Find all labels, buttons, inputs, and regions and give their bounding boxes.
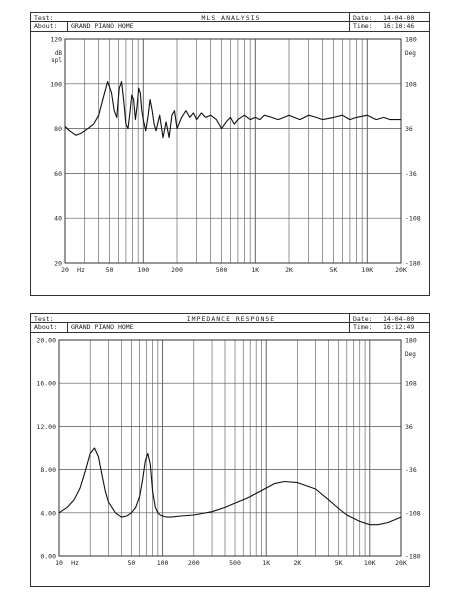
date-label: Date:: [353, 315, 373, 323]
about-label: About:: [34, 22, 58, 30]
y2-tick-label: 108: [405, 380, 417, 388]
y-tick-label: 16.00: [36, 380, 56, 388]
x-tick-label: 500: [229, 559, 241, 567]
impedance-header: Test: About: GRAND PIANO HOME IMPEDANCE …: [31, 314, 429, 333]
y-tick-label: 40: [54, 215, 62, 223]
x-tick-label: 10K: [361, 266, 373, 274]
x-tick-label: 2K: [293, 559, 301, 567]
mls-analysis-panel: Test: About: GRAND PIANO HOME MLS ANALYS…: [30, 12, 430, 296]
y-tick-label: 4.00: [40, 509, 56, 517]
x-tick-label: 100: [157, 559, 169, 567]
about-label: About:: [34, 323, 58, 331]
chart-title: MLS ANALYSIS: [201, 14, 261, 22]
plot-frame: [58, 339, 402, 557]
about-value: GRAND PIANO HOME: [71, 22, 134, 30]
chart-title: IMPEDANCE RESPONSE: [186, 315, 276, 323]
y-tick-label: 12.00: [36, 423, 56, 431]
time-value: 16:10:46: [383, 22, 415, 30]
y-tick-label: 80: [54, 125, 62, 133]
y2-tick-label: 180: [405, 36, 417, 44]
y-tick-label: 0.00: [40, 553, 56, 561]
time-label: Time:: [353, 22, 373, 30]
x-tick-label: 10: [55, 559, 63, 567]
y2-tick-label: 180: [405, 337, 417, 345]
x-tick-label: 1K: [251, 266, 259, 274]
y2-axis-label: Deg: [405, 351, 416, 358]
y2-tick-label: -108: [405, 215, 421, 223]
x-unit-label: Hz: [77, 266, 85, 274]
y2-tick-label: -180: [405, 260, 421, 268]
y2-tick-label: 108: [405, 80, 417, 88]
date-label: Date:: [353, 14, 373, 22]
mls-chart: 20 40 60 80 100 120 -180 -108 -36 36 108 180 20 50 100…: [50, 36, 421, 275]
y2-tick-label: 36: [405, 423, 413, 431]
x-tick-label: 10K: [364, 559, 376, 567]
x-tick-label: 200: [188, 559, 200, 567]
x-tick-label: 500: [216, 266, 228, 274]
impedance-chart: 0.00 4.00 8.00 12.00 16.00 20.00 -180 -108 -36 36…: [36, 337, 421, 568]
test-label: Test:: [34, 315, 54, 323]
x-tick-label: 20K: [395, 266, 407, 274]
x-tick-label: 200: [171, 266, 183, 274]
x-tick-label: 100: [137, 266, 149, 274]
y2-tick-label: -36: [405, 466, 417, 474]
date-value: 14-04-00: [383, 315, 415, 323]
plot-frame: [64, 38, 402, 264]
about-value: GRAND PIANO HOME: [71, 323, 134, 331]
impedance-panel: Test: About: GRAND PIANO HOME IMPEDANCE …: [30, 313, 430, 587]
y-axis-label: spl: [51, 57, 62, 64]
x-tick-label: 20K: [395, 559, 407, 567]
x-tick-label: 50: [128, 559, 136, 567]
x-tick-label: 20: [61, 266, 69, 274]
x-unit-label: Hz: [71, 559, 79, 567]
y-tick-label: 20: [54, 260, 62, 268]
y-tick-label: 60: [54, 170, 62, 178]
y2-tick-label: -36: [405, 170, 417, 178]
y-tick-label: 120: [50, 36, 62, 44]
time-value: 16:12:49: [383, 323, 415, 331]
x-tick-label: 50: [106, 266, 114, 274]
y2-tick-label: -180: [405, 553, 421, 561]
x-tick-label: 5K: [330, 266, 338, 274]
date-value: 14-04-00: [383, 14, 415, 22]
y-tick-label: 8.00: [40, 466, 56, 474]
x-tick-label: 2K: [285, 266, 293, 274]
test-label: Test:: [34, 14, 54, 22]
series-line: [58, 447, 402, 526]
y-tick-label: 100: [50, 80, 62, 88]
y2-axis-label: Deg: [405, 50, 416, 57]
mls-header: Test: About: GRAND PIANO HOME MLS ANALYS…: [31, 13, 429, 32]
x-tick-label: 1K: [262, 559, 270, 567]
y-axis-label: dB: [55, 50, 63, 57]
y2-tick-label: -108: [405, 509, 421, 517]
time-label: Time:: [353, 323, 373, 331]
y-tick-label: 20.00: [36, 337, 56, 345]
y2-tick-label: 36: [405, 125, 413, 133]
x-tick-label: 5K: [335, 559, 343, 567]
series-line: [64, 81, 401, 139]
